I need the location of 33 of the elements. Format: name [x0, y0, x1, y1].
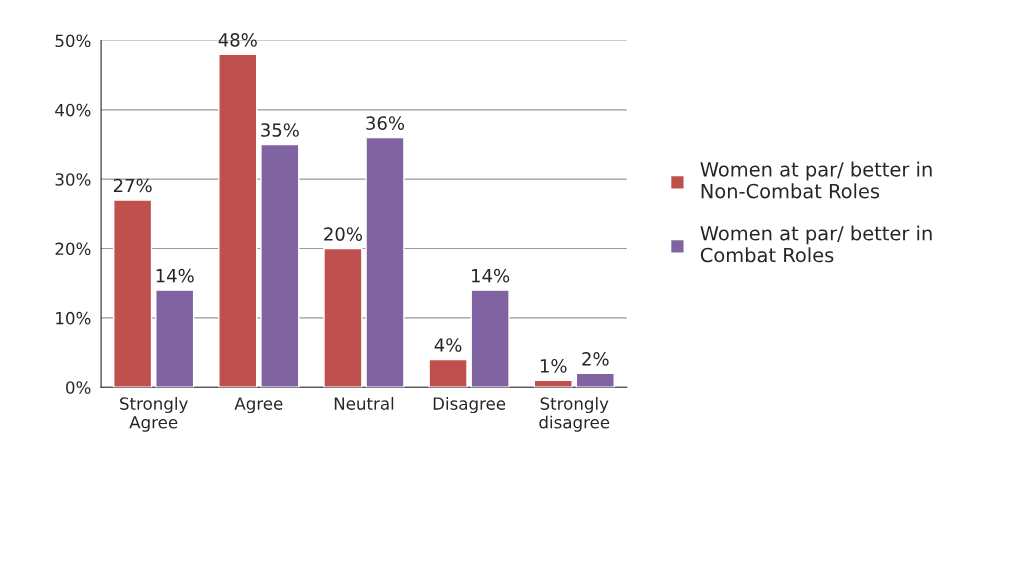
bar [365, 136, 405, 388]
data-label: 4% [434, 338, 462, 352]
bar [470, 289, 510, 388]
data-label: 2% [582, 352, 609, 366]
y-tick-label: 30% [55, 173, 91, 186]
bar [575, 372, 615, 388]
data-label: 14% [156, 268, 194, 283]
legend-label: Women at par/ better in Non-Combat Roles [700, 161, 932, 199]
data-label: 36% [366, 116, 405, 130]
y-tick-label: 50% [55, 34, 91, 48]
data-label: 20% [324, 227, 362, 241]
x-tick-label: Strongly Agree [120, 396, 188, 432]
x-tick-label: Agree [234, 397, 283, 414]
data-label: 1% [540, 359, 567, 373]
y-tick-label: 10% [56, 311, 91, 325]
y-tick-label: 0% [66, 381, 91, 394]
x-tick-label: Neutral [334, 396, 394, 410]
bar [113, 199, 153, 388]
x-tick-label: Disagree [433, 396, 506, 414]
data-label: 48% [218, 33, 257, 47]
bar [260, 143, 300, 388]
y-tick-label: 40% [55, 103, 91, 117]
data-label: 35% [261, 123, 299, 137]
bar [533, 379, 573, 388]
bar [323, 247, 363, 388]
data-label: 14% [472, 268, 510, 283]
bar [155, 289, 195, 388]
bar [428, 358, 468, 388]
y-tick-label: 20% [55, 242, 91, 256]
legend-label: Women at par/ better in Combat Roles [700, 225, 932, 263]
data-label: 27% [113, 178, 152, 193]
bar [218, 53, 258, 388]
x-tick-label: Strongly disagree [539, 396, 610, 432]
